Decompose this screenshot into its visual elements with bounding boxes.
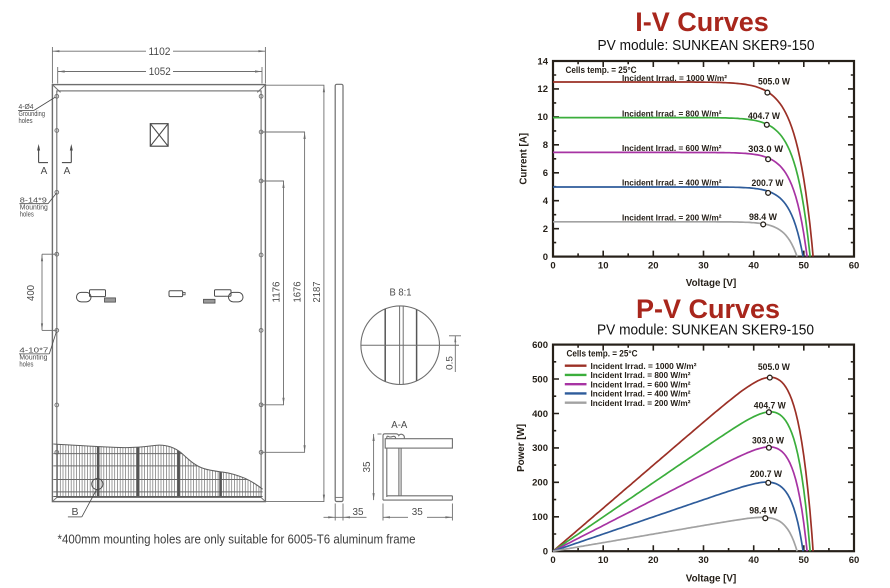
svg-text:600: 600 (532, 340, 548, 351)
svg-text:98.4 W: 98.4 W (749, 505, 777, 515)
svg-text:Current [A]: Current [A] (519, 133, 530, 185)
svg-text:Cells temp. = 25°C: Cells temp. = 25°C (567, 349, 638, 359)
svg-text:400: 400 (25, 285, 37, 301)
svg-text:B 8:1: B 8:1 (390, 287, 412, 299)
svg-text:8-14*9: 8-14*9 (20, 195, 47, 204)
svg-text:holes: holes (19, 116, 33, 125)
svg-text:303.0 W: 303.0 W (748, 144, 783, 154)
svg-text:I-V Curves: I-V Curves (635, 7, 769, 37)
svg-text:A: A (64, 166, 71, 177)
svg-text:Incident Irrad. = 600 W/m²: Incident Irrad. = 600 W/m² (622, 143, 722, 153)
svg-text:holes: holes (19, 360, 33, 369)
svg-text:P-V Curves: P-V Curves (636, 294, 780, 324)
svg-text:Incident Irrad. = 1000 W/m²: Incident Irrad. = 1000 W/m² (591, 361, 697, 371)
svg-text:1052: 1052 (149, 66, 171, 78)
svg-text:100: 100 (532, 512, 548, 523)
svg-text:303.0 W: 303.0 W (752, 435, 784, 445)
svg-text:200.7 W: 200.7 W (752, 178, 784, 188)
svg-text:40: 40 (748, 260, 759, 271)
svg-text:98.4 W: 98.4 W (749, 212, 777, 222)
svg-text:400: 400 (532, 409, 548, 420)
svg-text:*400mm mounting holes are only: *400mm mounting holes are only suitable … (58, 532, 416, 547)
svg-text:10: 10 (598, 260, 609, 271)
svg-text:6: 6 (543, 168, 548, 179)
svg-text:404.7 W: 404.7 W (748, 111, 780, 121)
svg-text:PV module: SUNKEAN SKER9-150: PV module: SUNKEAN SKER9-150 (597, 322, 814, 339)
svg-text:Incident Irrad. = 400 W/m²: Incident Irrad. = 400 W/m² (622, 178, 722, 188)
svg-text:4-10*7: 4-10*7 (19, 346, 48, 355)
svg-text:14: 14 (537, 56, 548, 67)
svg-text:0: 0 (543, 547, 548, 558)
svg-text:30: 30 (698, 555, 709, 566)
svg-text:Grounding: Grounding (19, 109, 46, 118)
svg-text:Incident Irrad. = 200 W/m²: Incident Irrad. = 200 W/m² (591, 398, 691, 408)
svg-text:Power [W]: Power [W] (516, 424, 527, 472)
svg-text:holes: holes (20, 210, 34, 219)
svg-text:300: 300 (532, 443, 548, 454)
svg-text:200.7 W: 200.7 W (750, 469, 782, 479)
svg-text:500: 500 (532, 374, 548, 385)
svg-text:1176: 1176 (271, 281, 283, 302)
svg-text:40: 40 (748, 555, 759, 566)
svg-text:35: 35 (361, 461, 373, 472)
svg-text:10: 10 (537, 112, 548, 123)
svg-text:Voltage [V]: Voltage [V] (686, 574, 736, 585)
svg-text:60: 60 (849, 260, 860, 271)
svg-text:50: 50 (799, 260, 810, 271)
svg-text:404.7 W: 404.7 W (754, 401, 786, 411)
svg-text:A-A: A-A (391, 419, 407, 431)
svg-text:Incident Irrad. = 400 W/m²: Incident Irrad. = 400 W/m² (591, 389, 691, 399)
svg-text:35: 35 (412, 506, 423, 518)
svg-text:30: 30 (698, 260, 709, 271)
svg-text:2187: 2187 (311, 281, 323, 302)
svg-text:0.5: 0.5 (444, 356, 455, 370)
svg-text:505.0 W: 505.0 W (758, 77, 790, 87)
svg-text:200: 200 (532, 478, 548, 489)
svg-text:10: 10 (598, 555, 609, 566)
svg-text:0: 0 (550, 260, 555, 271)
svg-text:1102: 1102 (149, 46, 171, 58)
svg-text:35: 35 (353, 506, 364, 518)
svg-text:12: 12 (537, 84, 548, 95)
svg-text:Incident Irrad. = 1000 W/m²: Incident Irrad. = 1000 W/m² (622, 73, 727, 83)
svg-text:0: 0 (543, 252, 548, 263)
svg-text:0: 0 (550, 555, 555, 566)
svg-text:2: 2 (543, 224, 548, 235)
svg-text:A: A (41, 166, 48, 177)
svg-text:20: 20 (648, 260, 659, 271)
svg-text:Mounting: Mounting (20, 203, 48, 212)
svg-text:8: 8 (543, 140, 548, 151)
svg-text:60: 60 (849, 555, 860, 566)
svg-text:Cells temp. = 25°C: Cells temp. = 25°C (566, 65, 637, 75)
svg-text:50: 50 (799, 555, 810, 566)
svg-text:Incident Irrad. = 800 W/m²: Incident Irrad. = 800 W/m² (622, 108, 722, 118)
svg-text:20: 20 (648, 555, 659, 566)
svg-text:Incident Irrad. = 600 W/m²: Incident Irrad. = 600 W/m² (591, 379, 691, 389)
svg-text:4-Ø4: 4-Ø4 (19, 102, 34, 111)
svg-text:B: B (71, 506, 78, 518)
svg-text:Mounting: Mounting (19, 353, 47, 362)
svg-text:Voltage [V]: Voltage [V] (686, 278, 736, 289)
svg-text:Incident Irrad. = 800 W/m²: Incident Irrad. = 800 W/m² (591, 370, 691, 380)
svg-text:4: 4 (543, 196, 549, 207)
svg-text:505.0 W: 505.0 W (758, 362, 790, 372)
svg-text:1676: 1676 (292, 281, 304, 302)
svg-text:PV module: SUNKEAN SKER9-150: PV module: SUNKEAN SKER9-150 (598, 37, 815, 54)
svg-text:Incident Irrad. = 200 W/m²: Incident Irrad. = 200 W/m² (622, 213, 722, 223)
